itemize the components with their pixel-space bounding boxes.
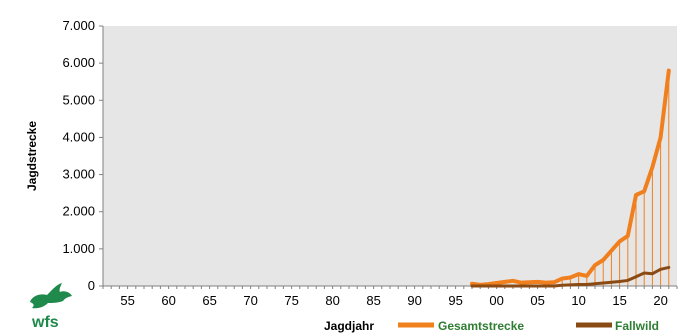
y-tick-label: 4.000 [62, 129, 95, 144]
y-tick-label: 7.000 [62, 18, 95, 33]
series-layer [470, 68, 671, 288]
x-tick-label: 95 [448, 293, 462, 308]
fallwild-line [470, 265, 671, 288]
y-tick-label: 2.000 [62, 204, 95, 219]
x-axis: 55 60 65 70 75 80 85 90 95 00 05 10 15 20 [102, 285, 678, 308]
gesamtstrecke-line [470, 68, 671, 287]
y-tick-label: 1.000 [62, 241, 95, 256]
legend-label-fallwild: Fallwild [615, 319, 659, 333]
y-tick-label: 5.000 [62, 92, 95, 107]
x-tick-label: 80 [325, 293, 339, 308]
y-axis-title: Jagdstrecke [25, 121, 39, 191]
x-tick-label: 85 [366, 293, 380, 308]
x-tick-label: 55 [120, 293, 134, 308]
x-tick-label: 65 [202, 293, 216, 308]
x-tick-label: 90 [407, 293, 421, 308]
drop-lines [561, 70, 670, 286]
logo-text: wfs [31, 314, 59, 331]
legend: Gesamtstrecke Fallwild [398, 319, 659, 333]
x-tick-label: 10 [571, 293, 585, 308]
y-tick-label: 0 [88, 278, 95, 293]
x-tick-label: 75 [284, 293, 298, 308]
legend-label-gesamtstrecke: Gesamtstrecke [438, 319, 524, 333]
y-tick-label: 6.000 [62, 55, 95, 70]
plot-area [103, 26, 677, 286]
x-tick-label: 05 [530, 293, 544, 308]
hare-icon [30, 283, 72, 309]
x-tick-label: 00 [489, 293, 503, 308]
wfs-logo: wfs [30, 283, 72, 331]
x-tick-label: 60 [161, 293, 175, 308]
y-tick-label: 3.000 [62, 167, 95, 182]
y-axis: 0 1.000 2.000 3.000 4.000 5.000 6.000 7.000 [62, 18, 104, 293]
x-axis-title: Jagdjahr [324, 319, 374, 333]
x-tick-label: 15 [612, 293, 626, 308]
x-tick-label: 70 [243, 293, 257, 308]
x-tick-label: 20 [653, 293, 667, 308]
